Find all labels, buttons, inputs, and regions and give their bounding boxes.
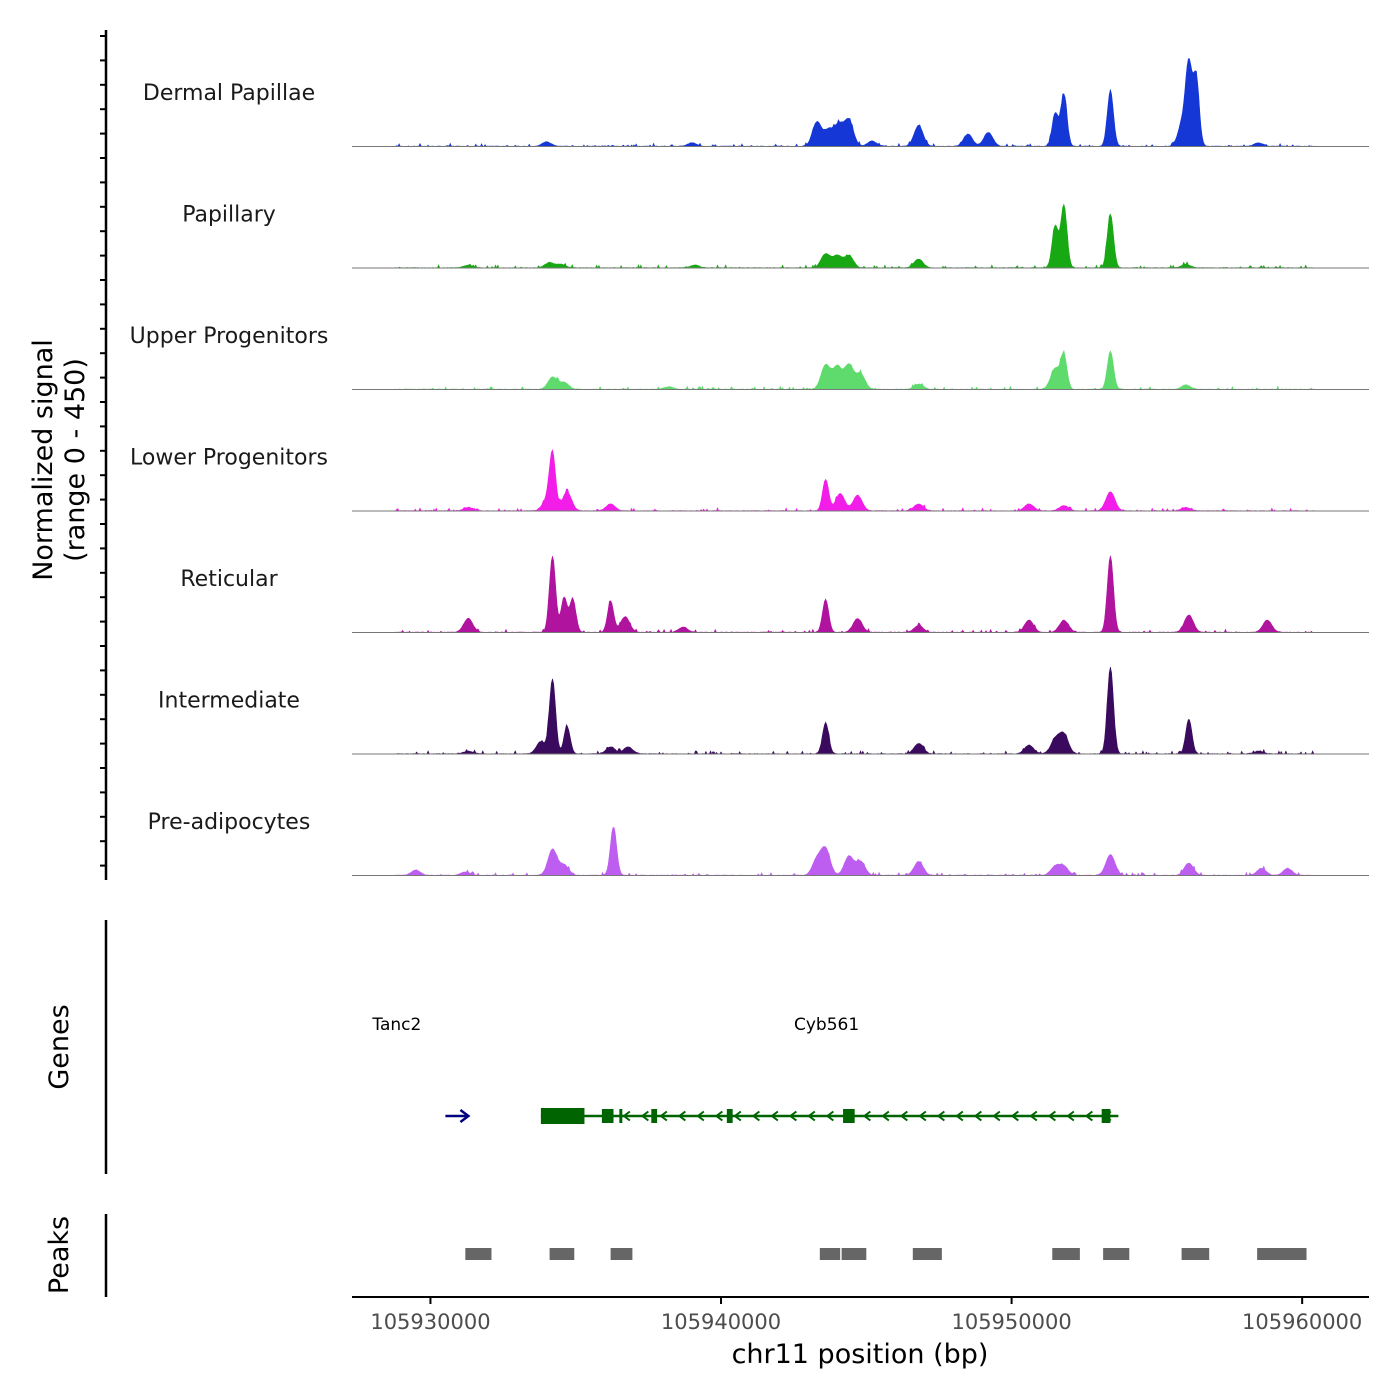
coverage-track: Lower Progenitors xyxy=(130,446,1369,512)
exon xyxy=(540,1108,585,1124)
strand-arrow xyxy=(918,1110,927,1122)
coverage-area xyxy=(395,449,1315,512)
strand-arrow xyxy=(862,1110,871,1122)
strand-arrow xyxy=(1047,1110,1056,1122)
coverage-area xyxy=(395,827,1315,876)
strand-arrow xyxy=(677,1110,686,1122)
track-label: Dermal Papillae xyxy=(143,81,315,106)
peak-regions-track xyxy=(465,1248,1307,1260)
strand-arrow xyxy=(733,1110,742,1122)
peaks-track-label: Peaks xyxy=(44,1216,75,1294)
strand-arrow xyxy=(973,1110,982,1122)
coverage-area xyxy=(395,555,1315,633)
coverage-track: Intermediate xyxy=(158,667,1369,755)
track-label: Papillary xyxy=(182,203,276,228)
coverage-area xyxy=(395,58,1315,147)
exon xyxy=(619,1109,623,1123)
coverage-area xyxy=(395,349,1315,390)
strand-arrow xyxy=(899,1110,908,1122)
coverage-y-ticks xyxy=(100,35,106,867)
gene-model: Tanc2 xyxy=(371,1015,471,1123)
track-label: Pre-adipocytes xyxy=(148,810,311,835)
track-label: Intermediate xyxy=(158,689,300,714)
peak-region xyxy=(549,1248,575,1260)
x-tick-label: 105930000 xyxy=(370,1310,490,1334)
y-axis-label-line2: (range 0 - 450) xyxy=(60,358,91,562)
coverage-track: Upper Progenitors xyxy=(130,324,1369,390)
genes-track-label: Genes xyxy=(44,1004,75,1089)
coverage-track: Reticular xyxy=(180,555,1369,633)
track-label: Lower Progenitors xyxy=(130,446,328,471)
strand-arrow xyxy=(807,1110,816,1122)
peak-region xyxy=(1052,1248,1080,1260)
x-axis-label: chr11 position (bp) xyxy=(732,1339,989,1370)
strand-arrow xyxy=(825,1110,834,1122)
x-tick-label: 105960000 xyxy=(1242,1310,1362,1334)
gene-annotation-track: Tanc2 Cyb561 xyxy=(371,1015,1119,1124)
track-label: Upper Progenitors xyxy=(130,324,329,349)
coverage-tracks: Dermal Papillae Papillary Upper Progenitor… xyxy=(130,58,1369,876)
exon xyxy=(726,1109,733,1123)
strand-arrow xyxy=(1010,1110,1019,1122)
strand-arrow xyxy=(696,1110,705,1122)
coverage-area xyxy=(395,667,1315,755)
strand-arrow xyxy=(1066,1110,1075,1122)
strand-arrow xyxy=(714,1110,723,1122)
x-tick-label: 105950000 xyxy=(951,1310,1071,1334)
strand-arrow xyxy=(640,1110,649,1122)
strand-arrow xyxy=(751,1110,760,1122)
exon xyxy=(1101,1109,1111,1123)
y-axis-label-line1: Normalized signal xyxy=(28,339,59,581)
gene-label: Cyb561 xyxy=(794,1015,859,1035)
peak-region xyxy=(610,1248,633,1260)
strand-arrow xyxy=(955,1110,964,1122)
gene-model: Cyb561 xyxy=(540,1015,1119,1124)
exon xyxy=(843,1109,855,1123)
exon xyxy=(601,1109,614,1123)
x-axis-ticks: 105930000 105940000 105950000 105960000 xyxy=(370,1297,1362,1334)
peak-region xyxy=(465,1248,492,1260)
peak-region xyxy=(1181,1248,1210,1260)
strand-arrow xyxy=(622,1110,631,1122)
coverage-track: Dermal Papillae xyxy=(143,58,1369,147)
peak-region xyxy=(819,1248,841,1260)
strand-arrow xyxy=(936,1110,945,1122)
strand-arrow xyxy=(659,1110,668,1122)
strand-arrow xyxy=(788,1110,797,1122)
strand-arrow xyxy=(992,1110,1001,1122)
gene-label: Tanc2 xyxy=(371,1015,421,1035)
x-tick-label: 105940000 xyxy=(661,1310,781,1334)
strand-arrow xyxy=(770,1110,779,1122)
strand-arrow xyxy=(459,1109,471,1123)
peak-region xyxy=(912,1248,942,1260)
peak-region xyxy=(1257,1248,1307,1260)
coverage-track: Pre-adipocytes xyxy=(148,810,1369,876)
peak-region xyxy=(841,1248,867,1260)
coverage-track: Papillary xyxy=(182,203,1369,269)
exon xyxy=(651,1109,658,1123)
strand-arrow xyxy=(881,1110,890,1122)
peak-region xyxy=(1103,1248,1130,1260)
coverage-area xyxy=(395,203,1314,269)
strand-arrow xyxy=(1029,1110,1038,1122)
track-label: Reticular xyxy=(180,567,278,592)
strand-arrow xyxy=(1084,1110,1093,1122)
